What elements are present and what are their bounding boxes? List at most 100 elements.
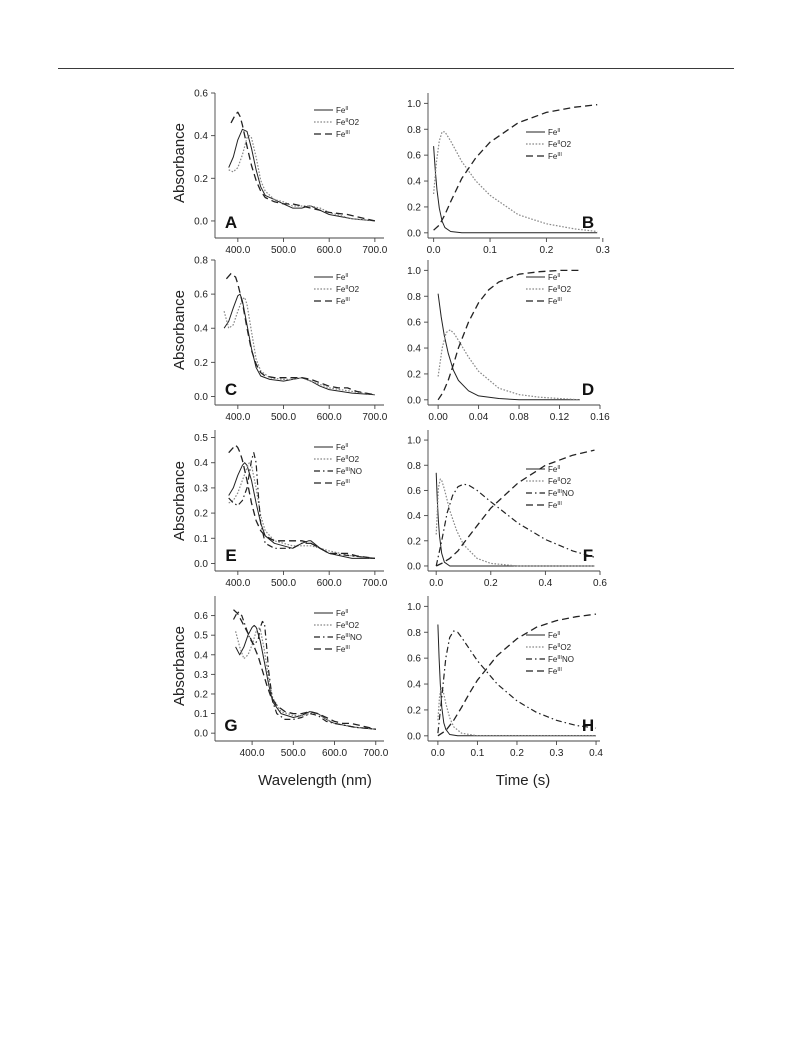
y-tick-label: 0.4	[407, 344, 421, 355]
x-tick-label: 0.6	[593, 578, 607, 589]
legend-label: FeIIO2	[336, 621, 360, 630]
y-axis-label-row-2: Absorbance	[171, 290, 188, 370]
series-line-dotted-c	[223, 296, 375, 396]
y-tick-label: 0.2	[407, 369, 421, 380]
legend-label: FeIIO2	[336, 118, 360, 127]
legend-label: FeII	[336, 443, 349, 452]
y-tick-label: 0.2	[194, 509, 208, 520]
y-tick-label: 0.8	[407, 461, 421, 472]
y-tick-label: 0.5	[194, 433, 208, 444]
legend-label: FeIIO2	[336, 455, 360, 464]
series-line-solid-d	[437, 293, 580, 401]
legend-label: FeIII	[336, 297, 350, 306]
panel-b: 0.0 0.1 0.2 0.3 0.0 0.2 0.4 0.6 0.8 1.0 B FeII FeIIO…	[407, 93, 610, 256]
panel-letter: C	[225, 380, 237, 399]
series-line-dotted-f	[435, 478, 595, 567]
y-tick-label: 0.0	[194, 216, 208, 227]
y-tick-label: 0.0	[407, 561, 421, 572]
x-tick-label: 0.1	[470, 748, 484, 759]
series-line-dashed-c	[225, 272, 376, 396]
x-tick-label: 0.0	[431, 748, 445, 759]
series-line-dashdot-g	[232, 611, 376, 730]
x-tick-label: 600.0	[317, 412, 342, 423]
panel-group: 400.0 500.0 600.0 700.0 0.0 0.2 0.4 0.6 A FeII FeI…	[194, 89, 610, 760]
x-tick-label: 400.0	[240, 748, 265, 759]
y-tick-label: 1.0	[407, 266, 421, 277]
x-tick-label: 0.2	[539, 245, 553, 256]
y-tick-label: 0.4	[194, 458, 208, 469]
x-tick-label: 400.0	[225, 245, 250, 256]
x-tick-label: 600.0	[317, 245, 342, 256]
panel-letter: D	[582, 380, 594, 399]
y-tick-label: 0.2	[407, 705, 421, 716]
legend-label: FeII	[548, 128, 561, 137]
y-tick-label: 0.0	[407, 731, 421, 742]
legend-label: FeIIINO	[548, 489, 574, 498]
y-tick-label: 0.2	[407, 536, 421, 547]
y-tick-label: 0.4	[407, 177, 421, 188]
y-tick-label: 0.4	[407, 511, 421, 522]
legend-label: FeIII	[548, 667, 562, 676]
y-tick-label: 0.6	[194, 611, 208, 622]
x-tick-label: 0.08	[509, 412, 529, 423]
x-tick-label: 0.3	[596, 245, 610, 256]
series-line-dashdot-f	[435, 483, 595, 567]
y-tick-label: 0.5	[194, 631, 208, 642]
legend-label: FeII	[548, 465, 561, 474]
panel-a: 400.0 500.0 600.0 700.0 0.0 0.2 0.4 0.6 A FeII FeI…	[194, 89, 388, 257]
legend-label: FeII	[336, 106, 349, 115]
legend-label: FeIIO2	[548, 643, 572, 652]
series-line-solid-a	[228, 128, 375, 222]
legend-label: FeIII	[336, 130, 350, 139]
y-tick-label: 0.8	[407, 125, 421, 136]
x-tick-label: 600.0	[317, 578, 342, 589]
legend-label: FeII	[336, 273, 349, 282]
x-tick-label: 0.2	[484, 578, 498, 589]
x-tick-label: 0.4	[538, 578, 552, 589]
x-tick-label: 600.0	[322, 748, 347, 759]
y-tick-label: 1.0	[407, 99, 421, 110]
x-tick-label: 0.2	[510, 748, 524, 759]
series-line-solid-c	[223, 293, 375, 396]
x-tick-label: 400.0	[225, 412, 250, 423]
series-line-solid-f	[435, 472, 595, 567]
y-tick-label: 0.4	[194, 324, 208, 335]
y-tick-label: 0.0	[407, 228, 421, 239]
series-line-dashed-b	[433, 104, 598, 231]
y-tick-label: 0.6	[407, 486, 421, 497]
x-tick-label: 0.00	[428, 412, 448, 423]
y-tick-label: 0.2	[194, 174, 208, 185]
legend-label: FeIIO2	[548, 285, 572, 294]
y-tick-label: 0.2	[194, 358, 208, 369]
panel-letter: F	[583, 546, 593, 565]
series-line-solid-e	[228, 462, 375, 559]
panel-e: 400.0 500.0 600.0 700.0 0.0 0.1 0.2 0.3 0.4 0.5 E F…	[194, 430, 388, 589]
legend-label: FeII	[336, 609, 349, 618]
series-line-dashed-a	[230, 111, 376, 222]
legend-label: FeII	[548, 273, 561, 282]
legend-label: FeIII	[548, 297, 562, 306]
y-tick-label: 1.0	[407, 602, 421, 613]
y-tick-label: 0.2	[194, 689, 208, 700]
panel-letter: A	[225, 213, 237, 232]
series-line-solid-h	[437, 624, 596, 737]
series-line-solid-b	[433, 146, 598, 234]
y-tick-label: 0.1	[194, 534, 208, 545]
y-tick-label: 0.6	[194, 89, 208, 100]
panel-letter: B	[582, 213, 594, 232]
x-tick-label: 0.0	[429, 578, 443, 589]
series-line-dashed-h	[437, 613, 597, 737]
legend-label: FeII	[548, 631, 561, 640]
y-tick-label: 0.8	[194, 256, 208, 267]
y-tick-label: 0.6	[194, 290, 208, 301]
x-tick-label: 500.0	[271, 578, 296, 589]
x-tick-label: 500.0	[271, 412, 296, 423]
y-tick-label: 0.3	[194, 670, 208, 681]
series-line-dashed-f	[435, 449, 595, 567]
y-tick-label: 0.1	[194, 709, 208, 720]
y-tick-label: 0.0	[194, 559, 208, 570]
x-tick-label: 700.0	[362, 412, 387, 423]
y-tick-label: 0.6	[407, 151, 421, 162]
series-line-dotted-h	[437, 687, 596, 737]
